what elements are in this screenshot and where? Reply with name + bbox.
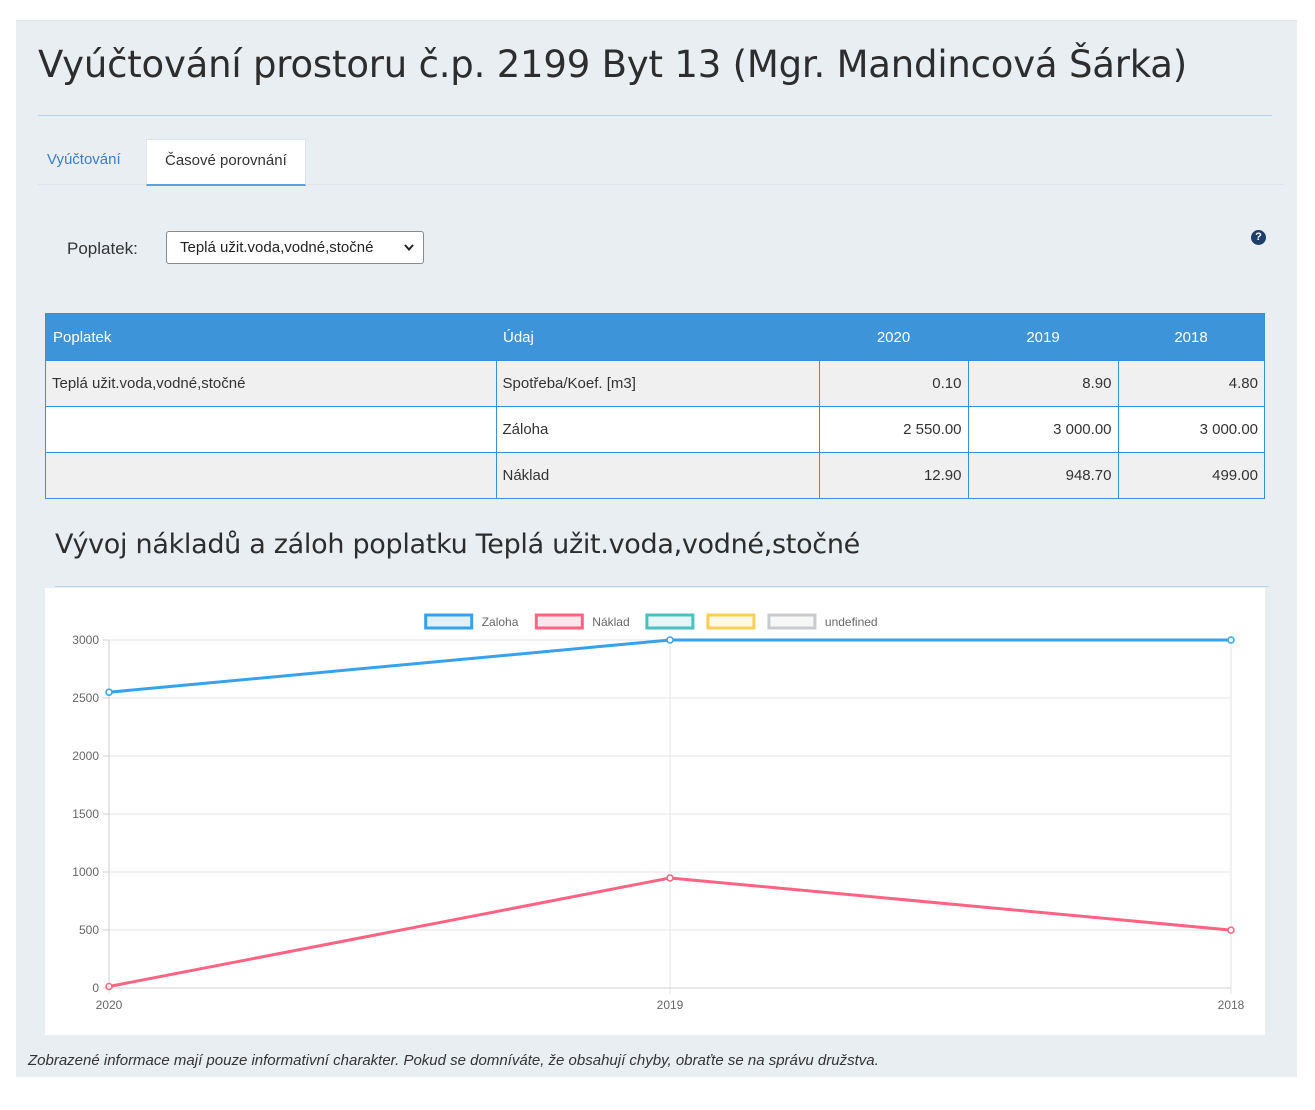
table-cell: Náklad	[495, 452, 820, 499]
line-chart: 0 500 1000 1500 2000 2500 3000 2020 2019 2018 Zalo…	[72, 613, 1245, 1012]
legend-swatch	[424, 613, 474, 630]
column-header-udaj: Údaj	[496, 313, 819, 361]
chart-title: Vývoj nákladů a záloh poplatku Teplá uži…	[55, 529, 860, 560]
table-row: Teplá užit.voda,vodné,stočné Spotřeba/Ko…	[45, 360, 1265, 407]
y-tick-label: 1000	[72, 865, 99, 879]
x-tick-label: 2020	[96, 998, 123, 1012]
tab-casove-porovnani[interactable]: Časové porovnání	[146, 139, 306, 186]
help-icon[interactable]: ?	[1251, 230, 1266, 245]
y-tick-label: 0	[92, 981, 99, 995]
legend-swatch	[767, 613, 817, 630]
legend-swatch	[645, 613, 695, 630]
table-row: Záloha 2 550.00 3 000.00 3 000.00	[45, 406, 1265, 453]
x-tick-label: 2019	[657, 998, 684, 1012]
tab-bar: Vyúčtování Časové porovnání	[38, 139, 1284, 186]
footer-disclaimer: Zobrazené informace mají pouze informati…	[28, 1052, 879, 1069]
data-point	[105, 688, 113, 696]
table-cell: Teplá užit.voda,vodné,stočné	[45, 360, 497, 407]
chart-container: 0 500 1000 1500 2000 2500 3000 2020 2019 2018 Zalo…	[45, 588, 1265, 1035]
y-tick-label: 500	[79, 923, 99, 937]
y-tick-label: 3000	[72, 633, 99, 647]
table-cell: 3 000.00	[967, 406, 1119, 453]
chevron-down-icon	[403, 232, 415, 275]
poplatek-select[interactable]: Teplá užit.voda,vodné,stočné	[166, 231, 424, 264]
column-header-2018: 2018	[1118, 313, 1265, 361]
table-cell: 499.00	[1117, 452, 1265, 499]
table-cell: 2 550.00	[818, 406, 969, 453]
comparison-table: Poplatek Údaj 2020 2019 2018 Teplá užit.…	[45, 313, 1265, 499]
chart-title-divider	[55, 586, 1269, 587]
column-header-2019: 2019	[968, 313, 1118, 361]
table-cell: 3 000.00	[1117, 406, 1265, 453]
table-cell: 948.70	[967, 452, 1119, 499]
data-point	[666, 874, 674, 882]
y-tick-label: 1500	[72, 807, 99, 821]
table-row: Náklad 12.90 948.70 499.00	[45, 452, 1265, 499]
table-cell: 8.90	[967, 360, 1119, 407]
title-divider	[38, 115, 1272, 116]
table-cell: Záloha	[495, 406, 820, 453]
data-point	[666, 636, 674, 644]
x-tick-label: 2018	[1218, 998, 1245, 1012]
data-point	[1227, 926, 1235, 934]
data-point	[105, 982, 113, 991]
legend-label: undefined	[825, 615, 878, 629]
legend-label: Náklad	[592, 615, 629, 629]
main-panel: Vyúčtování prostoru č.p. 2199 Byt 13 (Mg…	[16, 20, 1297, 1077]
poplatek-select-value: Teplá užit.voda,vodné,stočné	[180, 239, 374, 256]
data-point	[1227, 636, 1235, 644]
legend-swatch	[706, 613, 756, 630]
y-tick-label: 2000	[72, 749, 99, 763]
table-cell	[45, 406, 497, 453]
table-cell: Spotřeba/Koef. [m3]	[495, 360, 820, 407]
legend-swatch	[534, 613, 584, 630]
table-header-row: Poplatek Údaj 2020 2019 2018	[45, 313, 1265, 361]
page-title: Vyúčtování prostoru č.p. 2199 Byt 13 (Mg…	[38, 43, 1188, 86]
column-header-2020: 2020	[819, 313, 968, 361]
poplatek-label: Poplatek:	[67, 239, 138, 258]
y-tick-label: 2500	[72, 691, 99, 705]
tab-vyuctovani[interactable]: Vyúčtování	[47, 151, 121, 168]
table-cell	[45, 452, 497, 499]
column-header-poplatek: Poplatek	[45, 313, 496, 361]
table-cell: 12.90	[818, 452, 969, 499]
table-cell: 4.80	[1117, 360, 1265, 407]
table-cell: 0.10	[818, 360, 969, 407]
legend-label: Zaloha	[482, 615, 519, 629]
